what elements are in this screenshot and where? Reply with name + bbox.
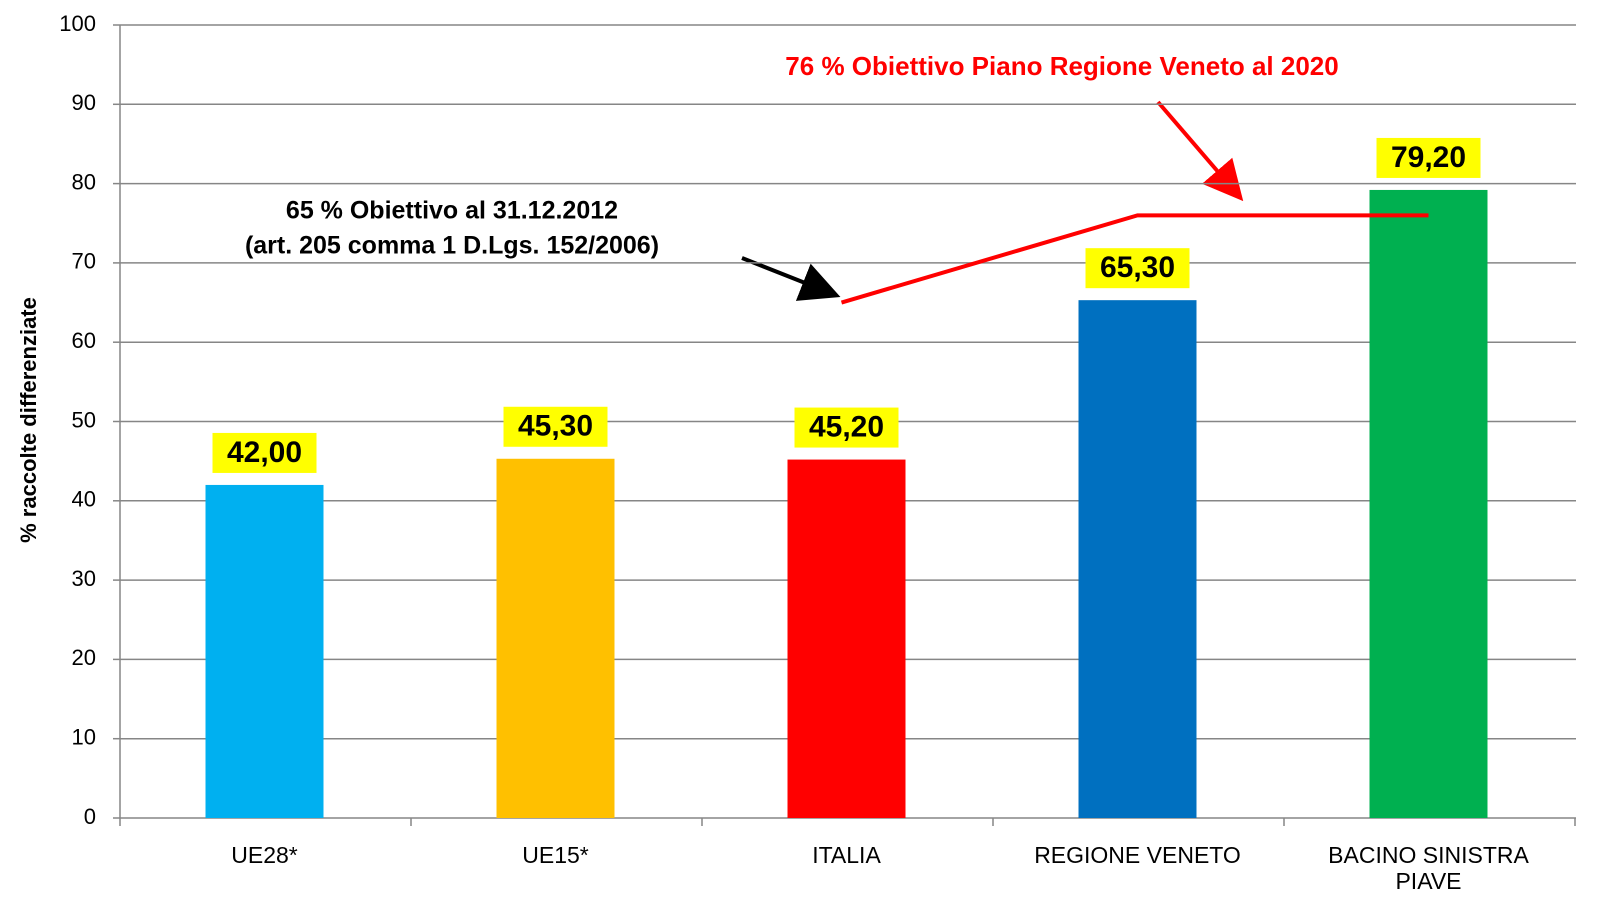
bar xyxy=(1078,300,1197,818)
y-axis-label: % raccolte differenziate xyxy=(16,297,41,543)
value-label: 65,30 xyxy=(1100,251,1175,284)
y-tick-label: 10 xyxy=(72,725,96,750)
bar xyxy=(205,484,324,818)
y-tick-label: 0 xyxy=(84,804,96,829)
value-label: 45,30 xyxy=(518,410,593,443)
value-label-box xyxy=(503,406,608,447)
value-label-box xyxy=(794,407,899,448)
annotation: 76 % Obiettivo Piano Regione Veneto al 2… xyxy=(785,51,1338,81)
y-tick-label: 90 xyxy=(72,90,96,115)
x-tick-label: UE28* xyxy=(231,842,298,868)
x-tick-label: ITALIA xyxy=(812,842,881,868)
value-label: 42,00 xyxy=(227,436,302,469)
y-tick-label: 60 xyxy=(72,328,96,353)
value-label: 45,20 xyxy=(809,410,884,443)
bar xyxy=(1369,189,1488,819)
y-tick-label: 100 xyxy=(59,11,96,36)
y-tick-label: 20 xyxy=(72,645,96,670)
x-tick-label: REGIONE VENETO xyxy=(1034,842,1241,868)
y-tick-label: 80 xyxy=(72,169,96,194)
value-label-box xyxy=(1376,137,1481,178)
arrow xyxy=(741,256,841,301)
value-label-box xyxy=(212,432,317,473)
x-tick-label: BACINO SINISTRA PIAVE xyxy=(1328,842,1529,894)
y-tick-label: 30 xyxy=(72,566,96,591)
x-tick-label: UE15* xyxy=(522,842,589,868)
value-label-box xyxy=(1085,248,1190,289)
y-tick-label: 70 xyxy=(72,249,96,274)
target-line xyxy=(840,213,1429,305)
annotation: (art. 205 comma 1 D.Lgs. 152/2006) xyxy=(245,232,659,260)
annotation: 65 % Obiettivo al 31.12.2012 xyxy=(286,197,618,225)
arrow xyxy=(1156,100,1244,202)
bar xyxy=(496,458,615,818)
y-tick-label: 50 xyxy=(72,407,96,432)
y-tick-label: 40 xyxy=(72,487,96,512)
bar xyxy=(787,459,906,818)
value-label: 79,20 xyxy=(1391,141,1466,174)
